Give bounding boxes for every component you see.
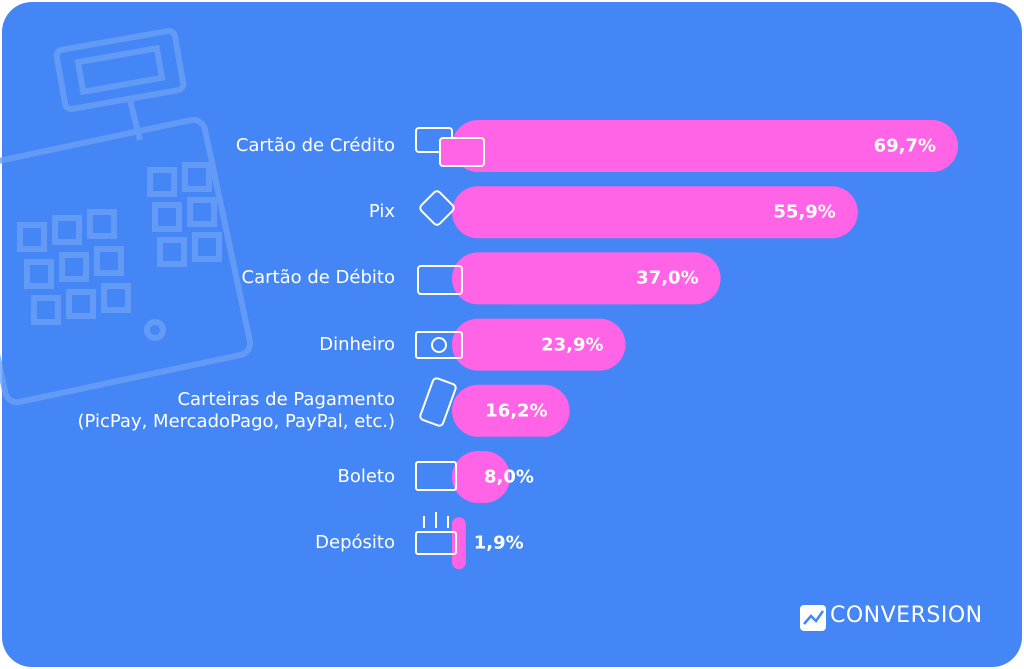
value-label: 8,0% (484, 466, 534, 488)
bar (452, 318, 626, 371)
category-label: Cartão de Crédito (235, 135, 395, 156)
value-label: 69,7% (873, 135, 937, 157)
brand: CONVERSION (830, 603, 983, 628)
value-label: 23,9% (541, 334, 604, 356)
bar (452, 451, 511, 503)
category-label: Boleto (337, 466, 395, 487)
bar (452, 384, 570, 437)
register-decoration (0, 27, 254, 406)
value-label: 1,9% (473, 532, 524, 554)
value-label: 37,0% (636, 267, 699, 289)
category-label: Depósito (315, 532, 395, 554)
category-label: Pix (368, 201, 395, 223)
category-label: Dinheiro (319, 333, 395, 355)
category-icons (415, 127, 485, 555)
value-label: 55,9% (773, 201, 836, 223)
category-label: Carteiras de Pagamento (PicPay, MercadoP… (77, 388, 395, 432)
value-label: 16,2% (485, 400, 548, 422)
category-label: Cartão de Débito (241, 267, 395, 289)
bar (452, 120, 959, 172)
brand-logo-mark (803, 610, 825, 625)
bar (452, 252, 721, 305)
bar (452, 186, 858, 239)
bar (452, 517, 466, 570)
